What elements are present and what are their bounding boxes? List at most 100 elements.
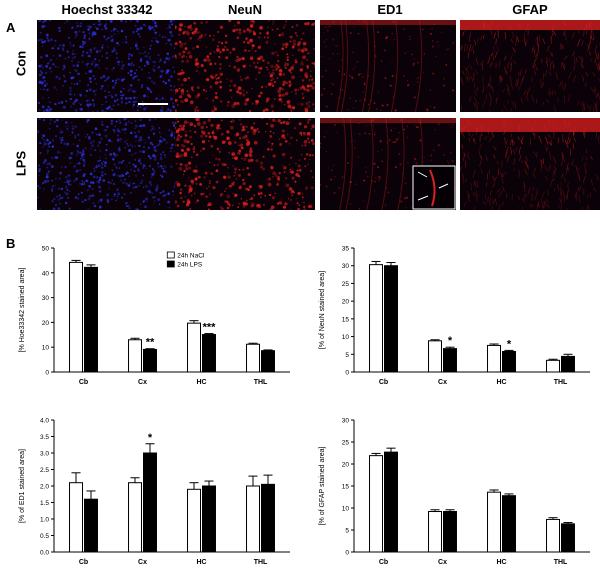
legend-label-nacl: 24h NaCl	[177, 253, 205, 260]
bar-lps-cb	[84, 498, 98, 553]
y-tick-label: 0	[345, 550, 349, 557]
y-tick-label: 0.5	[40, 533, 49, 540]
bar-nacl-cx	[428, 511, 442, 553]
bar-nacl-thl	[246, 485, 261, 553]
bar-nacl-cb	[369, 264, 383, 373]
bar-nacl-hc	[187, 322, 202, 373]
bar-lps-cb	[84, 266, 98, 373]
x-tick-label-cb: Cb	[379, 559, 388, 566]
micrograph-neun-con	[175, 20, 315, 112]
x-tick-label-thl: THL	[554, 559, 568, 566]
bar-lps-hc	[502, 350, 516, 373]
y-tick-label: 4.0	[40, 418, 49, 425]
bar-lps-cx	[443, 511, 457, 553]
micrograph-ed1-lps	[320, 118, 460, 210]
bar-lps-hc	[202, 485, 216, 553]
legend-swatch-nacl	[166, 251, 175, 259]
bar-nacl-thl	[546, 518, 561, 553]
y-tick-label: 10	[342, 506, 350, 513]
bar-lps-cx	[143, 348, 157, 373]
bar-lps-thl	[561, 355, 575, 373]
bar-nacl-hc	[487, 344, 502, 373]
x-tick-label-cb: Cb	[79, 379, 88, 386]
micrograph-neun-lps	[175, 118, 315, 210]
chart-hoechst: [% Hoe33342 stained area] 0 10 20 30 40 50 Cb Cx…	[10, 238, 300, 398]
micrograph-hoechst-lps	[37, 118, 177, 210]
y-tick-label: 3.0	[40, 451, 49, 458]
y-tick-label: 10	[342, 334, 350, 341]
x-tick-label-cx: Cx	[438, 559, 447, 566]
bar-nacl-cx	[128, 339, 142, 373]
x-tick-label-hc: HC	[496, 379, 506, 386]
chart-neun: [% of NeuN stained area] 0 5 10 15 20 25 30 35 Cb…	[310, 238, 600, 398]
micrograph-gfap-con	[460, 20, 600, 112]
x-tick-label-hc: HC	[496, 559, 506, 566]
micrograph-ed1-con	[320, 20, 460, 112]
bar-lps-cb	[384, 265, 398, 373]
y-axis-label: [% Hoe33342 stained area]	[19, 268, 26, 353]
significance-marker: **	[146, 337, 155, 349]
micrograph-gfap-lps	[460, 118, 600, 210]
y-tick-label: 30	[342, 263, 350, 270]
x-tick-label-cx: Cx	[138, 379, 147, 386]
y-tick-label: 40	[42, 270, 50, 277]
x-tick-label-cb: Cb	[379, 379, 388, 386]
significance-marker: ***	[203, 322, 217, 334]
y-tick-label: 30	[42, 295, 50, 302]
y-tick-label: 0.0	[40, 550, 49, 557]
y-axis-label: [% of NeuN stained area]	[319, 271, 326, 349]
y-tick-label: 50	[42, 246, 50, 253]
row-label-lps: LPS	[13, 150, 29, 177]
bar-lps-hc	[202, 334, 216, 373]
x-tick-label-thl: THL	[254, 379, 268, 386]
x-tick-label-cx: Cx	[138, 559, 147, 566]
y-tick-label: 25	[342, 440, 350, 447]
y-tick-label: 5	[345, 528, 349, 535]
x-tick-label-cb: Cb	[79, 559, 88, 566]
column-header-neun: NeuN	[228, 2, 262, 17]
y-tick-label: 20	[42, 320, 50, 327]
significance-marker: *	[448, 335, 453, 347]
column-header-ed1: ED1	[377, 2, 403, 17]
bar-nacl-hc	[187, 488, 202, 553]
legend-swatch-lps	[166, 260, 175, 268]
bar-nacl-thl	[246, 343, 261, 373]
y-tick-label: 5	[345, 352, 349, 359]
bar-nacl-cb	[369, 455, 383, 553]
x-tick-label-thl: THL	[554, 379, 568, 386]
bar-lps-thl	[261, 483, 275, 553]
legend-label-lps: 24h LPS	[177, 262, 203, 269]
y-tick-label: 35	[342, 246, 350, 253]
row-label-con: Con	[13, 50, 29, 77]
y-tick-label: 2.5	[40, 467, 49, 474]
bar-nacl-cx	[128, 482, 142, 553]
x-tick-label-hc: HC	[196, 379, 206, 386]
x-tick-label-hc: HC	[196, 559, 206, 566]
x-tick-label-cx: Cx	[438, 379, 447, 386]
bar-lps-thl	[261, 350, 275, 373]
chart-ed1: [% of ED1 stained area] 0.0 0.5 1.0 1.5 2.0 2.…	[10, 410, 300, 578]
y-tick-label: 0	[45, 370, 49, 377]
y-tick-label: 20	[342, 462, 350, 469]
panel-b-label: B	[6, 236, 16, 251]
column-header-gfap: GFAP	[512, 2, 548, 17]
y-tick-label: 30	[342, 418, 350, 425]
bar-lps-cb	[384, 451, 398, 553]
panel-a-label: A	[6, 20, 16, 35]
bar-nacl-cb	[69, 482, 83, 553]
bar-nacl-cx	[428, 340, 442, 373]
y-tick-label: 3.5	[40, 434, 49, 441]
y-tick-label: 2.0	[40, 484, 49, 491]
chart-gfap: [% of GFAP stained area] 0 5 10 15 20 25 30 Cb Cx…	[310, 410, 600, 578]
x-tick-label-thl: THL	[254, 559, 268, 566]
bar-lps-cx	[443, 348, 457, 373]
y-tick-label: 1.0	[40, 517, 49, 524]
y-tick-label: 15	[342, 484, 350, 491]
micrograph-hoechst-con	[37, 20, 177, 112]
column-header-hoechst: Hoechst 33342	[61, 2, 153, 17]
bar-nacl-thl	[546, 359, 561, 373]
significance-marker: *	[507, 338, 512, 350]
y-axis-label: [% of GFAP stained area]	[319, 447, 326, 526]
bar-lps-cx	[143, 452, 157, 553]
y-tick-label: 15	[342, 316, 350, 323]
